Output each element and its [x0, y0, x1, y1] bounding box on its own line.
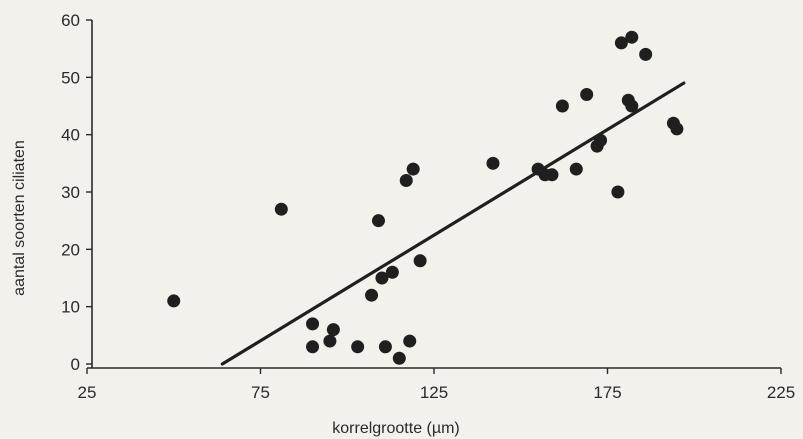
- x-tick-label: 75: [251, 383, 270, 402]
- data-point: [365, 288, 379, 302]
- data-point: [378, 340, 392, 354]
- data-point: [385, 265, 399, 279]
- data-point: [545, 168, 559, 182]
- data-point: [326, 323, 340, 337]
- axes: 0 10 20 30 40 50 60 25 75 125 175 225: [61, 11, 795, 402]
- data-point: [371, 214, 385, 228]
- data-point: [625, 99, 639, 113]
- x-tick-label: 175: [593, 383, 621, 402]
- data-point: [580, 88, 594, 102]
- data-point: [306, 340, 320, 354]
- regression-line: [220, 81, 686, 366]
- data-point: [625, 30, 639, 44]
- data-points: [167, 30, 684, 365]
- data-point: [413, 254, 427, 268]
- data-point: [392, 351, 406, 365]
- data-point: [351, 340, 365, 354]
- y-tick-label: 10: [61, 298, 80, 317]
- data-point: [167, 294, 181, 308]
- data-point: [639, 47, 653, 61]
- y-tick-label: 30: [61, 183, 80, 202]
- y-tick-label: 40: [61, 126, 80, 145]
- data-point: [614, 36, 628, 50]
- x-axis-title: korrelgrootte (µm): [332, 420, 459, 437]
- data-point: [670, 122, 684, 136]
- y-tick-label: 50: [61, 68, 80, 87]
- data-point: [403, 334, 417, 348]
- y-tick-label: 20: [61, 240, 80, 259]
- data-point: [611, 185, 625, 199]
- trendline-layer: [220, 81, 686, 366]
- x-tick-label: 125: [420, 383, 448, 402]
- x-tick-label: 25: [78, 383, 97, 402]
- y-tick-label: 60: [61, 11, 80, 30]
- x-tick-label: 225: [767, 383, 795, 402]
- data-point: [406, 162, 420, 176]
- data-point: [569, 162, 583, 176]
- data-point: [375, 271, 389, 285]
- y-tick-label: 0: [71, 355, 80, 374]
- y-axis-title: aantal soorten ciliaten: [11, 140, 28, 296]
- data-point: [306, 317, 320, 331]
- data-point: [555, 99, 569, 113]
- data-point: [274, 202, 288, 216]
- data-point: [594, 133, 608, 147]
- data-point: [323, 334, 337, 348]
- data-point: [399, 174, 413, 188]
- data-point: [486, 156, 500, 170]
